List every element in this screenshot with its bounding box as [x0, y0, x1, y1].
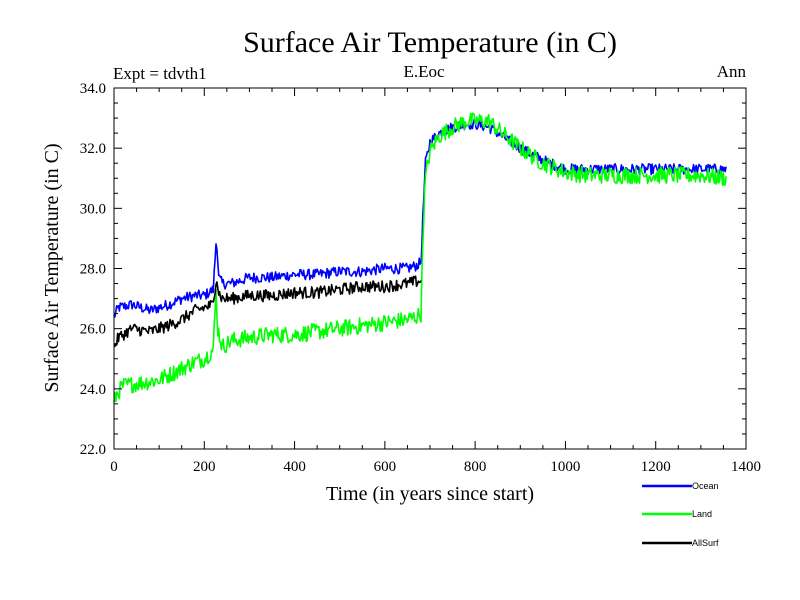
x-tick-label: 1400 — [731, 459, 761, 475]
legend: Ocean Land AllSurf — [642, 481, 719, 548]
x-tick-label: 600 — [374, 459, 397, 475]
y-tick-label: 24.0 — [80, 382, 106, 398]
chart-title: Surface Air Temperature (in C) — [243, 26, 617, 59]
y-tick-label: 34.0 — [80, 81, 106, 97]
y-tick-label: 30.0 — [80, 201, 106, 217]
series-line-land — [113, 112, 727, 403]
legend-label-allsurf: AllSurf — [692, 538, 719, 548]
experiment-label: Expt = tdvth1 — [113, 64, 207, 83]
y-tick-label: 32.0 — [80, 141, 106, 157]
run-label: E.Eoc — [403, 62, 445, 81]
x-tick-label: 1000 — [550, 459, 580, 475]
y-tick-label: 26.0 — [80, 322, 106, 338]
legend-label-ocean: Ocean — [692, 481, 719, 491]
series-line-ocean — [113, 118, 727, 318]
y-tick-label: 22.0 — [80, 442, 106, 458]
legend-label-land: Land — [692, 509, 712, 519]
y-axis-label: Surface Air Temperature (in C) — [41, 143, 63, 392]
axes-layer: 0 200 400 600 800 1000 1200 1400 22.0 24.0 26.0 28.… — [80, 81, 761, 475]
x-tick-label: 200 — [193, 459, 216, 475]
series-line-allsurf — [113, 275, 422, 348]
y-tick-label: 28.0 — [80, 262, 106, 278]
x-tick-label: 1200 — [641, 459, 671, 475]
x-tick-label: 400 — [283, 459, 306, 475]
x-tick-label: 0 — [110, 459, 118, 475]
x-axis-label: Time (in years since start) — [326, 483, 534, 505]
period-label: Ann — [717, 62, 747, 81]
series-layer — [113, 112, 727, 403]
x-tick-label: 800 — [464, 459, 487, 475]
